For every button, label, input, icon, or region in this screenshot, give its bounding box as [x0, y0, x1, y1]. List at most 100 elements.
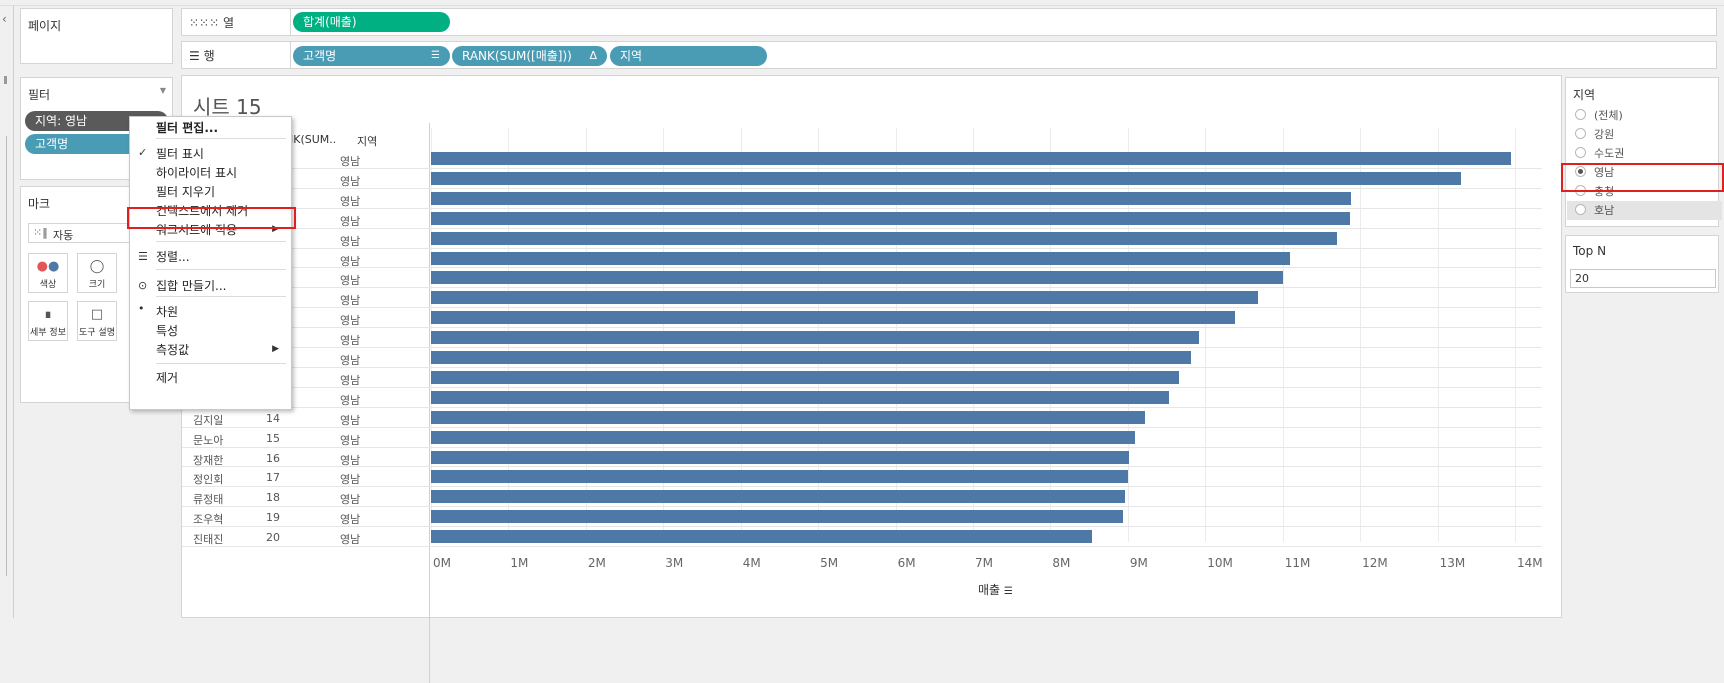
- rank-cell[interactable]: 20: [266, 531, 280, 545]
- region-cell[interactable]: 영남: [340, 174, 361, 188]
- region-cell[interactable]: 영남: [340, 254, 361, 268]
- sales-bar[interactable]: [431, 530, 1093, 544]
- menu-item[interactable]: 하이라이터 표시: [156, 166, 238, 180]
- rows-shelf[interactable]: ☰ 행 고객명 ☰ RANK(SUM([매출])) Δ 지역: [181, 41, 1717, 69]
- topn-parameter-card[interactable]: Top N 20: [1565, 235, 1719, 293]
- customer-name-cell[interactable]: 조우혁: [193, 513, 224, 527]
- menu-item[interactable]: 필터 편집...: [156, 121, 219, 135]
- customer-name-cell[interactable]: 류정태: [193, 493, 224, 507]
- x-axis-title[interactable]: 매출 ☰: [978, 583, 1013, 597]
- region-cell[interactable]: 영남: [340, 373, 361, 387]
- region-option[interactable]: 수도권: [1567, 144, 1722, 163]
- sales-bar[interactable]: [431, 171, 1461, 185]
- sales-bar[interactable]: [431, 231, 1337, 245]
- sales-bar[interactable]: [431, 450, 1130, 464]
- region-cell[interactable]: 영남: [340, 453, 361, 467]
- region-cell[interactable]: 영남: [340, 533, 361, 547]
- menu-item[interactable]: 측정값: [156, 343, 190, 357]
- rank-cell[interactable]: 17: [266, 471, 280, 485]
- region-cell[interactable]: 영남: [340, 155, 361, 168]
- menu-item[interactable]: 워크시트에 적용: [156, 223, 238, 237]
- menu-item[interactable]: 특성: [156, 324, 179, 338]
- marks-detail-button[interactable]: ∎ 세부 정보: [28, 301, 68, 341]
- topn-input[interactable]: 20: [1570, 269, 1716, 288]
- sales-bar[interactable]: [431, 390, 1169, 404]
- column-header-region[interactable]: 지역: [357, 135, 378, 148]
- columns-shelf[interactable]: ⁙⁙⁙ 열 합계(매출): [181, 8, 1717, 36]
- highlight-box-region-option: [1561, 163, 1724, 192]
- sales-bar[interactable]: [431, 271, 1283, 285]
- sales-bar[interactable]: [431, 510, 1124, 524]
- radio-button-icon[interactable]: [1575, 204, 1586, 215]
- sales-bar[interactable]: [431, 191, 1351, 205]
- pill-rank-sales[interactable]: RANK(SUM([매출])) Δ: [452, 46, 607, 66]
- sales-bar[interactable]: [431, 152, 1512, 165]
- customer-name-cell[interactable]: 진태진: [193, 533, 224, 547]
- region-cell[interactable]: 영남: [340, 194, 361, 208]
- menu-item[interactable]: 집합 만들기...: [156, 279, 227, 293]
- region-cell[interactable]: 영남: [340, 274, 361, 288]
- rank-cell[interactable]: 18: [266, 491, 280, 505]
- sales-bar[interactable]: [431, 410, 1145, 424]
- column-header-rank[interactable]: NK(SUM..: [285, 133, 337, 146]
- sales-bar[interactable]: [431, 291, 1258, 305]
- region-option[interactable]: 강원: [1567, 125, 1722, 144]
- region-cell[interactable]: 영남: [340, 413, 361, 427]
- sort-icon[interactable]: ☰: [1003, 586, 1013, 597]
- rank-cell[interactable]: 16: [266, 451, 280, 465]
- region-cell[interactable]: 영남: [340, 294, 361, 308]
- pill-region[interactable]: 지역: [610, 46, 767, 66]
- region-cell[interactable]: 영남: [340, 393, 361, 407]
- region-cell[interactable]: 영남: [340, 234, 361, 248]
- menu-item[interactable]: 정렬...: [156, 250, 190, 264]
- rank-cell[interactable]: 19: [266, 511, 280, 525]
- customer-name-cell[interactable]: 장재한: [193, 453, 224, 467]
- region-cell[interactable]: 영남: [340, 214, 361, 228]
- region-cell[interactable]: 영남: [340, 473, 361, 487]
- chevron-left-icon[interactable]: ‹: [2, 12, 7, 26]
- menu-item[interactable]: 차원: [156, 305, 179, 319]
- radio-button-icon[interactable]: [1575, 147, 1586, 158]
- mark-type-dropdown[interactable]: ⁙‖ 자동: [28, 223, 148, 243]
- sales-bar[interactable]: [431, 430, 1135, 444]
- sales-bar[interactable]: [431, 490, 1125, 504]
- region-cell[interactable]: 영남: [340, 493, 361, 507]
- sales-bar[interactable]: [431, 311, 1235, 325]
- region-cell[interactable]: 영남: [340, 354, 361, 367]
- sales-bar[interactable]: [431, 251, 1290, 265]
- rank-cell[interactable]: 14: [266, 411, 280, 425]
- region-cell[interactable]: 영남: [340, 314, 361, 328]
- radio-button-icon[interactable]: [1575, 166, 1586, 177]
- customer-name-cell[interactable]: 정인회: [193, 473, 224, 487]
- region-option[interactable]: (전체): [1567, 106, 1722, 125]
- rail-scrollbar[interactable]: [6, 136, 7, 576]
- sales-bar[interactable]: [431, 370, 1179, 384]
- worksheet-view[interactable]: 시트 15 NK(SUM.. 지역 0M 1M 2M 3M 4M 5M 6M 7M 8M 9M 10…: [181, 75, 1562, 683]
- menu-item[interactable]: 제거: [156, 371, 179, 385]
- card-menu-chevron-icon[interactable]: ▼: [159, 86, 166, 95]
- sales-bar[interactable]: [431, 331, 1200, 345]
- region-cell[interactable]: 영남: [340, 513, 361, 527]
- sales-bar[interactable]: [431, 211, 1351, 225]
- marks-color-button[interactable]: ●● 색상: [28, 253, 68, 293]
- region-cell[interactable]: 영남: [340, 433, 361, 447]
- sales-bar[interactable]: [431, 351, 1192, 364]
- pill-customer-name[interactable]: 고객명 ☰: [293, 46, 450, 66]
- menu-item[interactable]: 필터 표시: [156, 147, 204, 161]
- customer-name-cell[interactable]: 김지일: [193, 413, 224, 427]
- menu-item[interactable]: 필터 지우기: [156, 185, 216, 199]
- customer-name-cell[interactable]: 문노아: [193, 433, 224, 447]
- sales-bar[interactable]: [431, 470, 1128, 484]
- pages-card[interactable]: 페이지: [20, 8, 173, 64]
- rank-cell[interactable]: 15: [266, 431, 280, 445]
- region-filter-card[interactable]: 지역 (전체) 강원 수도권 영남 충청 호남: [1565, 77, 1722, 227]
- collapsed-data-pane[interactable]: ‹: [0, 6, 14, 618]
- marks-tooltip-button[interactable]: □ 도구 설명: [77, 301, 117, 341]
- region-option[interactable]: 영남: [1567, 163, 1722, 182]
- region-option[interactable]: 호남: [1567, 201, 1722, 220]
- radio-button-icon[interactable]: [1575, 109, 1586, 120]
- marks-size-button[interactable]: ◯ 크기: [77, 253, 117, 293]
- pill-sum-sales[interactable]: 합계(매출): [293, 12, 450, 32]
- radio-button-icon[interactable]: [1575, 128, 1586, 139]
- region-cell[interactable]: 영남: [340, 334, 361, 348]
